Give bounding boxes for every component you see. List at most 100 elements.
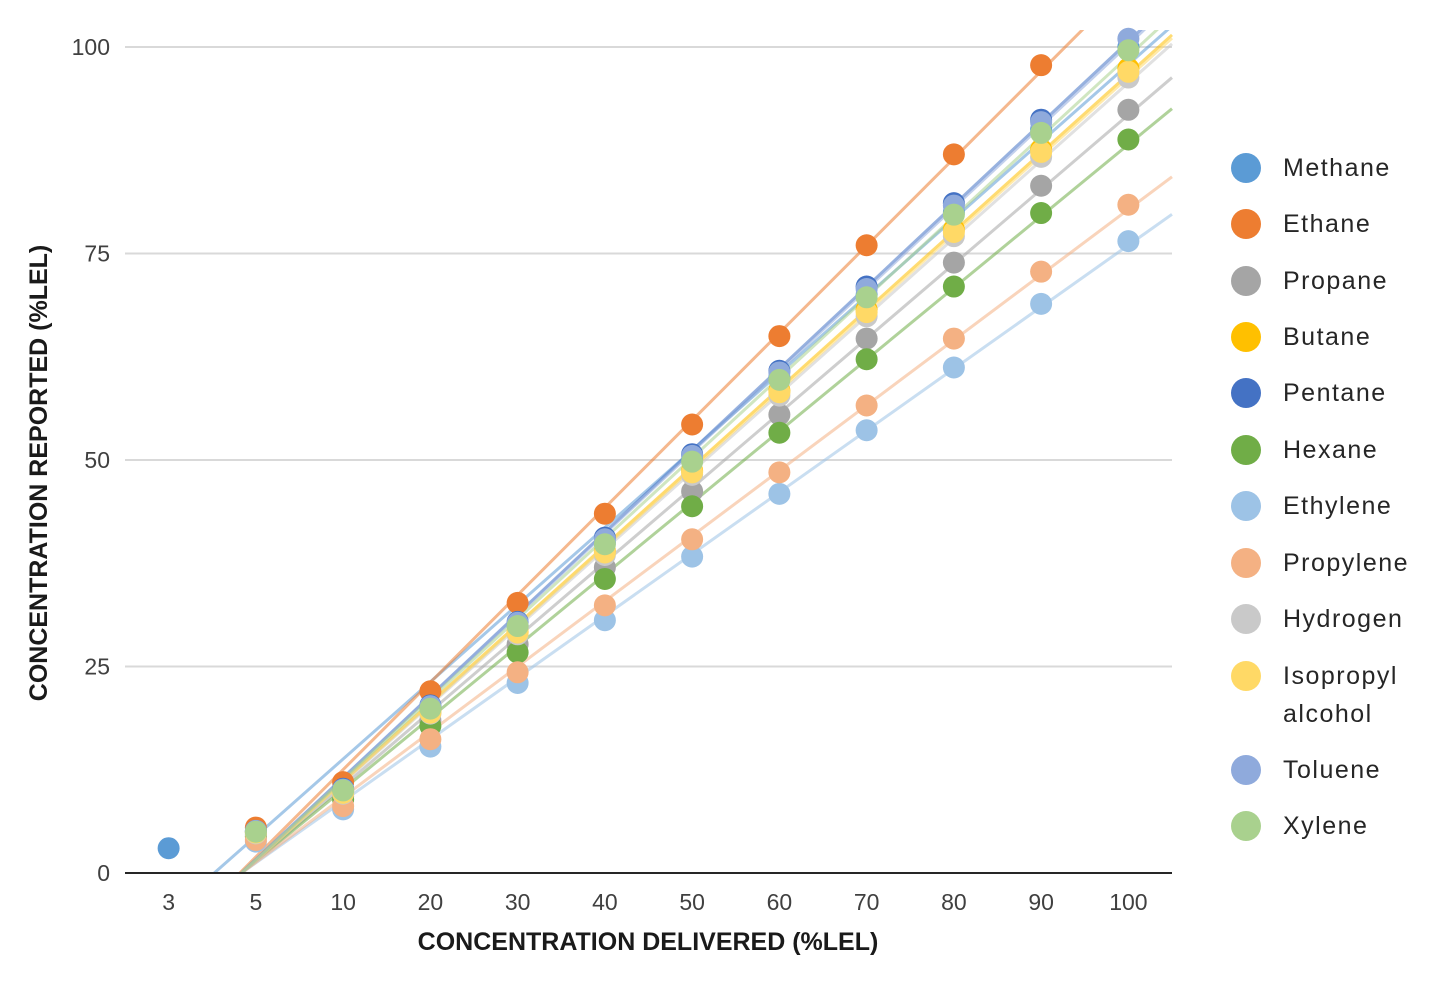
point-hexane [768, 421, 791, 444]
point-ethane [1030, 54, 1053, 77]
point-hexane [1117, 128, 1140, 151]
point-propylene [1117, 193, 1140, 216]
x-tick-label: 30 [505, 889, 531, 915]
point-ethane [681, 413, 704, 436]
x-tick-label: 40 [592, 889, 618, 915]
legend-marker [1231, 548, 1261, 578]
point-hexane [506, 641, 529, 664]
legend-item-xylene: Xylene [1231, 811, 1368, 841]
legend-marker [1231, 604, 1261, 634]
legend: Methane Ethane Propane Butane Pentane Hexane E… [1231, 153, 1409, 841]
point-propane [1117, 98, 1140, 121]
point-propane [768, 403, 791, 426]
legend-label: Methane [1283, 154, 1391, 182]
point-propylene [681, 528, 704, 551]
legend-marker [1231, 661, 1261, 691]
x-tick-label: 90 [1028, 889, 1054, 915]
point-methane [157, 837, 180, 860]
point-hexane [1030, 202, 1053, 225]
legend-marker [1231, 755, 1261, 785]
point-ethylene [768, 482, 791, 505]
y-tick-label: 75 [84, 241, 110, 267]
point-propylene [506, 661, 529, 684]
point-ethylene [855, 419, 878, 442]
point-ethane [506, 591, 529, 614]
x-tick-label: 60 [767, 889, 793, 915]
point-isopropyl-alcohol [942, 221, 965, 244]
legend-label: Xylene [1283, 812, 1368, 840]
point-hexane [942, 275, 965, 298]
axes: 0 25 50 75 100 3 5 10 20 30 40 50 60 70 80 90 100 [72, 34, 1172, 915]
legend-label: Propylene [1283, 549, 1409, 577]
legend-marker [1231, 322, 1261, 352]
point-ethane [768, 325, 791, 348]
legend-label: Ethylene [1283, 492, 1392, 520]
point-ethane [593, 502, 616, 525]
point-propylene [593, 594, 616, 617]
legend-label: Toluene [1283, 756, 1381, 784]
trendline-hexane [240, 107, 1173, 873]
legend-label: Ethane [1283, 210, 1371, 238]
legend-label: Butane [1283, 323, 1371, 351]
legend-label: Propane [1283, 267, 1388, 295]
y-tick-label: 100 [72, 34, 110, 60]
legend-marker [1231, 153, 1261, 183]
legend-marker [1231, 209, 1261, 239]
x-tick-label: 10 [330, 889, 356, 915]
gridlines [125, 46, 1172, 668]
point-xylene [593, 533, 616, 556]
trendline-xylene [240, 30, 1159, 873]
point-ethylene [942, 356, 965, 379]
legend-label: Pentane [1283, 379, 1387, 407]
point-xylene [681, 450, 704, 473]
point-isopropyl-alcohol [1030, 140, 1053, 163]
point-ethylene [1030, 292, 1053, 315]
point-propane [942, 251, 965, 274]
point-propylene [855, 394, 878, 417]
x-tick-label: 3 [162, 889, 175, 915]
legend-marker [1231, 811, 1261, 841]
point-hexane [593, 567, 616, 590]
y-tick-label: 50 [84, 447, 110, 473]
x-tick-label: 100 [1109, 889, 1147, 915]
point-propane [855, 327, 878, 350]
legend-item-toluene: Toluene [1231, 755, 1381, 785]
y-tick-label: 25 [84, 654, 110, 680]
point-ethane [942, 143, 965, 166]
x-tick-label: 70 [854, 889, 880, 915]
legend-item-butane: Butane [1231, 322, 1371, 352]
data-points [157, 27, 1140, 860]
legend-item-ethane: Ethane [1231, 209, 1371, 239]
y-tick-label: 0 [97, 860, 110, 886]
point-ethane [855, 234, 878, 257]
legend-label: Isopropyl alcohol [1283, 662, 1398, 728]
legend-item-methane: Methane [1231, 153, 1391, 183]
x-tick-label: 5 [249, 889, 262, 915]
point-xylene [942, 203, 965, 226]
point-propane [1030, 174, 1053, 197]
point-xylene [1030, 121, 1053, 144]
legend-item-hydrogen: Hydrogen [1231, 604, 1402, 634]
x-tick-label: 20 [418, 889, 444, 915]
legend-marker [1231, 378, 1261, 408]
point-propylene [419, 728, 442, 751]
legend-marker [1231, 435, 1261, 465]
point-hexane [855, 348, 878, 371]
x-tick-label: 80 [941, 889, 967, 915]
point-xylene [419, 697, 442, 720]
point-xylene [506, 615, 529, 638]
point-xylene [855, 286, 878, 309]
legend-item-pentane: Pentane [1231, 378, 1387, 408]
x-tick-label: 50 [679, 889, 705, 915]
point-isopropyl-alcohol [1117, 60, 1140, 83]
legend-item-propylene: Propylene [1231, 548, 1409, 578]
legend-item-hexane: Hexane [1231, 435, 1377, 465]
legend-marker [1231, 266, 1261, 296]
point-propylene [942, 327, 965, 350]
point-ethylene [681, 545, 704, 568]
y-axis-title: CONCENTRATION REPORTED (%LEL) [25, 245, 53, 701]
point-xylene [244, 820, 267, 843]
point-xylene [768, 368, 791, 391]
point-xylene [332, 779, 355, 802]
